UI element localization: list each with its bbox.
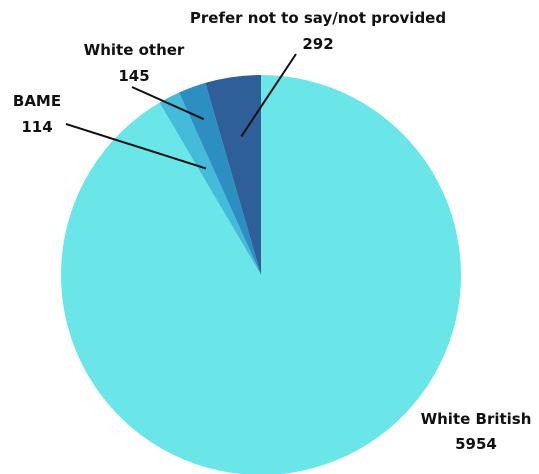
label-white-other-name: White other <box>84 41 185 59</box>
pie-slice-bame <box>159 92 261 275</box>
leader-white-other <box>131 86 205 121</box>
label-prefer-not-value: 292 <box>302 35 333 53</box>
label-bame-value: 114 <box>21 118 52 136</box>
leader-prefer-not <box>240 53 297 137</box>
label-prefer-not-name: Prefer not to say/not provided <box>190 9 446 27</box>
pie-slice-white-british <box>61 75 461 474</box>
pie-slice-prefer-not-to-say-not-provided <box>205 75 261 275</box>
label-white-british-name: White British <box>421 410 532 428</box>
label-bame-name: BAME <box>13 92 61 110</box>
leader-lines <box>65 53 297 170</box>
leader-bame <box>65 123 207 170</box>
pie-slice-white-other <box>179 82 261 276</box>
label-white-other-value: 145 <box>118 67 149 85</box>
slice-labels: Prefer not to say/not provided 292 White… <box>13 9 532 453</box>
label-white-british-value: 5954 <box>455 435 497 453</box>
pie-slices <box>61 75 461 474</box>
